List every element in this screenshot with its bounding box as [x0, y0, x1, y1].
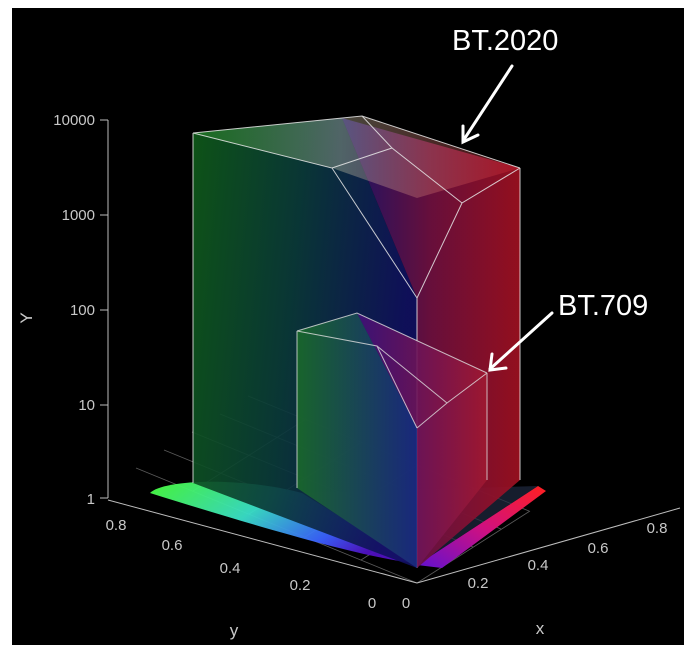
z-tick-label: 1 [87, 491, 95, 508]
bt2020-annotation: BT.2020 [452, 25, 558, 57]
x-tick-label: 0.8 [647, 520, 668, 537]
bt709-arrow-icon [488, 311, 554, 372]
bt2020-arrow-icon [461, 64, 514, 145]
x-tick-label: 0.4 [528, 557, 549, 574]
bt709-volume [296, 312, 488, 568]
red-primary-wing [417, 486, 546, 568]
gamut-plot: 10000 1000 100 10 1 Y [17, 25, 681, 640]
z-tick-label: 100 [70, 302, 95, 319]
y-tick-label: 0.8 [106, 517, 127, 534]
z-tick-label: 1000 [62, 207, 95, 224]
y-tick-label: 0.6 [162, 537, 183, 554]
x-axis-label: x [536, 619, 545, 638]
chart-frame: 10000 1000 100 10 1 Y [12, 8, 684, 645]
z-tick-label: 10 [78, 397, 95, 414]
x-tick-label: 0.6 [588, 540, 609, 557]
x-tick-label: 0.2 [468, 575, 489, 592]
y-axis-luminance [100, 119, 109, 499]
y-axis-line [107, 499, 418, 584]
x-axis-line [416, 507, 681, 584]
z-tick-label: 10000 [53, 112, 95, 129]
y-tick-label: 0.2 [290, 577, 311, 594]
y-tick-label: 0.4 [220, 560, 241, 577]
spectral-locus-fill [150, 481, 417, 563]
y-axis-label: y [230, 621, 239, 640]
z-axis-label: Y [17, 312, 36, 323]
y-tick-label: 0 [368, 595, 376, 612]
bt709-annotation: BT.709 [558, 290, 648, 322]
x-tick-label: 0 [402, 595, 410, 612]
